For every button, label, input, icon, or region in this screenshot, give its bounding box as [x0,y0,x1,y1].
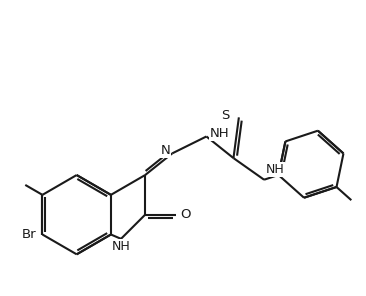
Text: NH: NH [266,163,285,176]
Text: Br: Br [21,228,36,241]
Text: O: O [180,208,191,221]
Text: S: S [221,109,230,122]
Text: N: N [161,144,171,157]
Text: NH: NH [112,239,130,252]
Text: NH: NH [209,127,229,140]
